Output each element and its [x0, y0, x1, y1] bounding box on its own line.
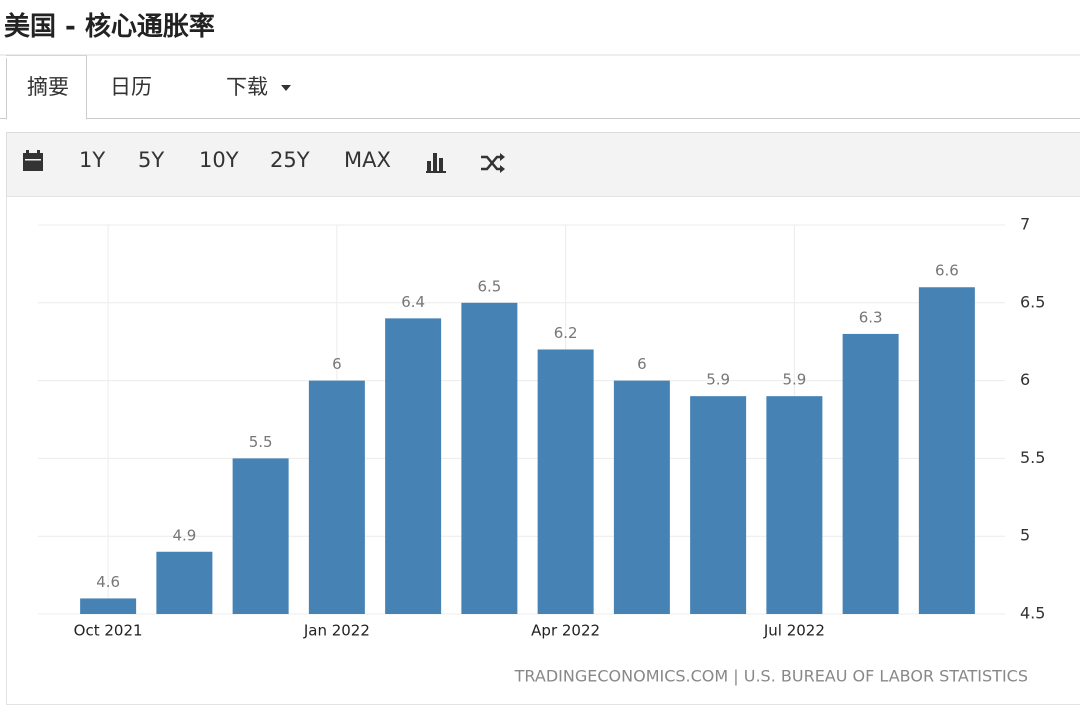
value-label: 4.9 [172, 526, 196, 544]
y-tick-label: 5.5 [1020, 448, 1045, 467]
value-label: 5.9 [782, 371, 806, 389]
calendar-icon[interactable] [23, 150, 43, 171]
value-label: 6 [637, 355, 647, 373]
page-title: 美国 - 核心通胀率 [4, 12, 215, 42]
bar [842, 333, 899, 614]
bar [766, 396, 823, 614]
range-button[interactable]: MAX [344, 148, 391, 172]
x-tick-label: Oct 2021 [74, 622, 143, 640]
range-button[interactable]: 25Y [270, 148, 310, 172]
value-label: 5.5 [249, 433, 273, 451]
bar [308, 380, 365, 614]
bar [690, 396, 747, 614]
tab[interactable]: 摘要 [27, 75, 69, 99]
bar [918, 287, 975, 614]
value-label: 6.6 [935, 262, 959, 280]
value-label: 6 [332, 355, 342, 373]
tab[interactable]: 日历 [110, 75, 152, 99]
x-tick-label: Apr 2022 [531, 622, 600, 640]
bar [385, 318, 442, 614]
toolbar-box [6, 132, 1080, 197]
bar [613, 380, 670, 614]
active-tab-top [6, 56, 86, 58]
y-tick-label: 7 [1020, 215, 1030, 234]
value-label: 6.5 [477, 277, 501, 295]
value-label: 4.6 [96, 573, 120, 591]
bar [537, 349, 594, 614]
x-tick-label: Jan 2022 [303, 622, 370, 640]
x-tick-label: Jul 2022 [763, 622, 825, 640]
active-tab-box [6, 55, 87, 120]
y-tick-label: 6.5 [1020, 292, 1045, 311]
bar [461, 302, 518, 614]
value-label: 6.3 [859, 308, 883, 326]
y-tick-label: 6 [1020, 370, 1030, 389]
source: TRADINGECONOMICS.COM | U.S. BUREAU OF LA… [514, 667, 1028, 686]
bar [156, 551, 213, 614]
value-label: 6.2 [554, 324, 578, 342]
dropdown-caret [281, 85, 291, 91]
y-tick-label: 4.5 [1020, 604, 1045, 623]
bar [232, 458, 289, 614]
tab[interactable]: 下载 [226, 75, 268, 99]
shuffle-icon[interactable] [481, 153, 505, 173]
bar [80, 598, 137, 614]
range-button[interactable]: 5Y [138, 148, 165, 172]
bar-chart-icon[interactable] [426, 153, 446, 173]
value-label: 6.4 [401, 293, 425, 311]
range-button[interactable]: 10Y [199, 148, 239, 172]
value-label: 5.9 [706, 371, 730, 389]
y-tick-label: 5 [1020, 526, 1030, 545]
range-button[interactable]: 1Y [79, 148, 106, 172]
